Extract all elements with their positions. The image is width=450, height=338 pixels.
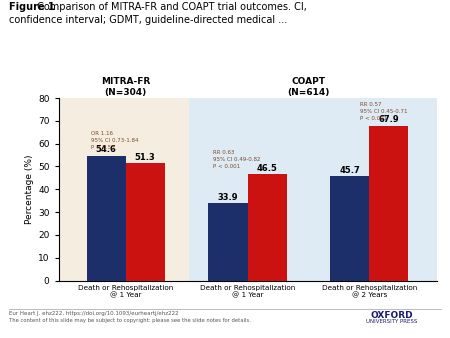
Bar: [189, 98, 436, 281]
Text: OXFORD: OXFORD: [370, 311, 413, 320]
Y-axis label: Percentage (%): Percentage (%): [25, 154, 34, 224]
Text: confidence interval; GDMT, guideline-directed medical ...: confidence interval; GDMT, guideline-dir…: [9, 15, 287, 25]
Text: 46.5: 46.5: [256, 164, 278, 173]
Bar: [208, 203, 248, 281]
Text: Comparison of MITRA-FR and COAPT trial outcomes. CI,: Comparison of MITRA-FR and COAPT trial o…: [34, 2, 306, 12]
Bar: [369, 126, 409, 281]
Text: RR 0.63
95% CI 0.49-0.82
P < 0.001: RR 0.63 95% CI 0.49-0.82 P < 0.001: [213, 150, 261, 169]
Text: OR 1.16
95% CI 0.73-1.84
P = 0.53: OR 1.16 95% CI 0.73-1.84 P = 0.53: [91, 131, 139, 150]
Legend: MitraClip, GDMT: MitraClip, GDMT: [189, 336, 306, 338]
Text: The content of this slide may be subject to copyright: please see the slide note: The content of this slide may be subject…: [9, 318, 251, 323]
Text: 51.3: 51.3: [135, 153, 155, 162]
Text: UNIVERSITY PRESS: UNIVERSITY PRESS: [366, 319, 417, 324]
Text: RR 0.57
95% CI 0.45-0.71
P < 0.001: RR 0.57 95% CI 0.45-0.71 P < 0.001: [360, 102, 407, 121]
Bar: [330, 176, 369, 281]
Text: 33.9: 33.9: [218, 193, 238, 201]
Bar: [126, 164, 165, 281]
Text: 54.6: 54.6: [95, 145, 117, 154]
Text: COAPT
(N=614): COAPT (N=614): [287, 77, 330, 97]
Text: MITRA-FR
(N=304): MITRA-FR (N=304): [101, 77, 150, 97]
Bar: [86, 156, 126, 281]
Bar: [248, 174, 287, 281]
Text: Figure 1: Figure 1: [9, 2, 55, 12]
Text: 67.9: 67.9: [378, 115, 399, 124]
Bar: [58, 98, 189, 281]
Text: 45.7: 45.7: [340, 166, 360, 175]
Text: Eur Heart J. ehz222, https://doi.org/10.1093/eurheartj/ehz222: Eur Heart J. ehz222, https://doi.org/10.…: [9, 311, 179, 316]
